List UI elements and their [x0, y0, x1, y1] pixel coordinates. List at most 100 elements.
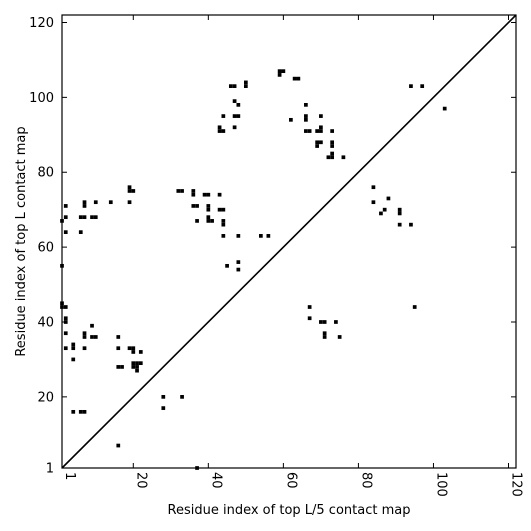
contact-point — [337, 335, 342, 339]
contact-point — [116, 346, 121, 351]
contact-point — [304, 102, 308, 107]
contact-point — [90, 335, 94, 339]
contact-point — [315, 140, 320, 145]
contact-point — [131, 346, 136, 351]
contact-point — [131, 361, 136, 366]
contact-point — [409, 222, 413, 227]
contact-point — [78, 230, 83, 234]
contact-point — [138, 350, 143, 354]
x-tick-label: 100 — [433, 472, 448, 497]
contact-point — [307, 305, 312, 309]
x-tick-label: 20 — [133, 472, 148, 489]
contact-point — [397, 222, 402, 227]
y-tick-label: 1 — [46, 462, 54, 477]
contact-point — [442, 106, 447, 111]
contact-point — [161, 406, 166, 410]
x-tick-label: 80 — [358, 472, 373, 489]
contact-point — [266, 234, 271, 238]
contact-point — [221, 207, 226, 212]
contact-point — [292, 76, 297, 81]
contact-point — [90, 215, 94, 220]
contact-point — [82, 409, 87, 414]
contact-point — [371, 200, 376, 205]
y-tick-label: 100 — [29, 91, 54, 106]
contact-point — [304, 129, 308, 133]
contact-point — [210, 219, 214, 223]
contact-point — [108, 200, 113, 205]
contact-point — [127, 185, 132, 190]
contact-point — [330, 151, 335, 156]
contact-point — [191, 189, 196, 193]
y-tick-label: 60 — [37, 241, 54, 256]
contact-point — [217, 129, 222, 133]
contact-point — [397, 207, 402, 212]
contact-point — [71, 357, 76, 362]
contact-point — [236, 267, 241, 272]
contact-point — [236, 260, 241, 264]
contact-point — [236, 102, 241, 107]
contact-point — [330, 144, 335, 148]
contact-point — [289, 117, 293, 122]
contact-point — [330, 155, 335, 160]
contact-point — [131, 350, 136, 354]
contact-point — [281, 69, 286, 74]
contact-point — [277, 69, 282, 74]
contact-point — [371, 185, 376, 190]
contact-point — [319, 320, 323, 324]
contact-point — [397, 211, 402, 216]
contact-point — [409, 84, 413, 88]
contact-point — [243, 84, 248, 88]
x-tick-label: 120 — [508, 472, 523, 497]
contact-point — [319, 129, 323, 133]
contact-point — [322, 320, 327, 324]
contact-point — [127, 200, 132, 205]
contact-point — [304, 117, 308, 122]
contact-point — [206, 215, 211, 220]
contact-point — [296, 76, 301, 81]
contact-point — [135, 361, 139, 366]
contact-point — [232, 114, 237, 118]
contact-point — [82, 215, 87, 220]
diagonal-line — [61, 14, 517, 469]
contact-point — [135, 368, 139, 373]
contact-point — [315, 129, 320, 133]
contact-point — [304, 114, 308, 118]
contact-point — [319, 114, 323, 118]
contact-point — [221, 219, 226, 223]
contact-point — [78, 215, 83, 220]
y-tick-label: 120 — [29, 16, 54, 31]
contact-point — [116, 365, 121, 369]
contact-point — [277, 73, 282, 77]
contact-point — [138, 361, 143, 366]
contact-point — [217, 192, 222, 197]
y-tick-label: 40 — [37, 315, 54, 330]
contact-point — [221, 234, 226, 238]
contact-point — [330, 129, 335, 133]
contact-point — [206, 219, 211, 223]
contact-point — [232, 125, 237, 130]
contact-point — [258, 234, 263, 238]
contact-point — [221, 222, 226, 227]
contact-point — [221, 114, 226, 118]
contact-point — [93, 200, 98, 205]
contact-point — [202, 192, 207, 197]
contact-point — [236, 234, 241, 238]
contact-point — [63, 331, 68, 336]
x-tick-label: 60 — [283, 472, 298, 489]
contact-point — [82, 335, 87, 339]
contact-point — [382, 207, 387, 212]
contact-point — [131, 365, 136, 369]
y-tick-label: 20 — [37, 390, 54, 405]
contact-point — [221, 129, 226, 133]
contact-point — [315, 144, 320, 148]
y-axis-label: Residue index of top L contact map — [14, 126, 29, 356]
contact-point — [82, 331, 87, 336]
contact-point — [206, 207, 211, 212]
contact-point — [116, 335, 121, 339]
contact-point — [180, 395, 184, 399]
contact-point — [120, 365, 124, 369]
contact-point — [63, 230, 68, 234]
contact-point — [412, 305, 417, 309]
contact-point — [93, 215, 98, 220]
